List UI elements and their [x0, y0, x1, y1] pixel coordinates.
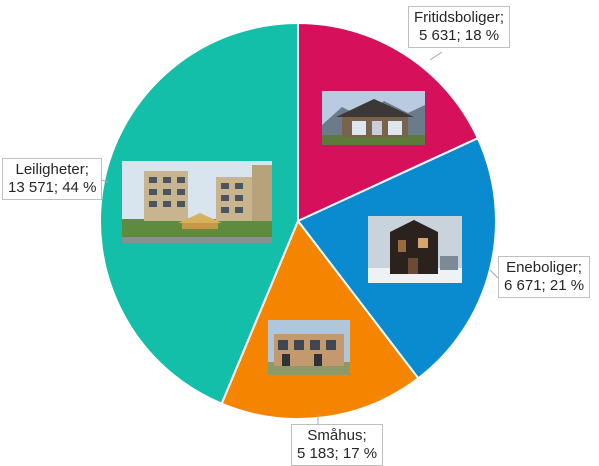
label-value: 13 571; 44 %	[8, 179, 97, 196]
modern-house-photo	[368, 216, 462, 283]
slice-pictures	[122, 91, 462, 375]
data-label-smahus: Småhus; 5 183; 17 %	[291, 424, 384, 466]
data-label-leiligheter: Leiligheter; 13 571; 44 %	[2, 158, 103, 200]
label-category: Leiligheter;	[15, 161, 89, 178]
label-value: 6 671; 21 %	[504, 277, 585, 294]
label-category: Småhus;	[307, 427, 367, 444]
label-value: 5 631; 18 %	[418, 27, 500, 44]
row-houses-photo	[268, 320, 350, 375]
label-category: Eneboliger;	[506, 259, 582, 276]
data-label-eneboliger: Eneboliger; 6 671; 21 %	[498, 256, 591, 298]
data-label-fritidsboliger: Fritidsboliger; 5 631; 18 %	[408, 6, 511, 48]
apartment-blocks-photo	[122, 161, 272, 243]
label-value: 5 183; 17 %	[297, 445, 378, 462]
label-category: Fritidsboliger;	[414, 9, 505, 26]
leader-lines	[101, 51, 499, 424]
cabin-photo	[322, 91, 425, 145]
